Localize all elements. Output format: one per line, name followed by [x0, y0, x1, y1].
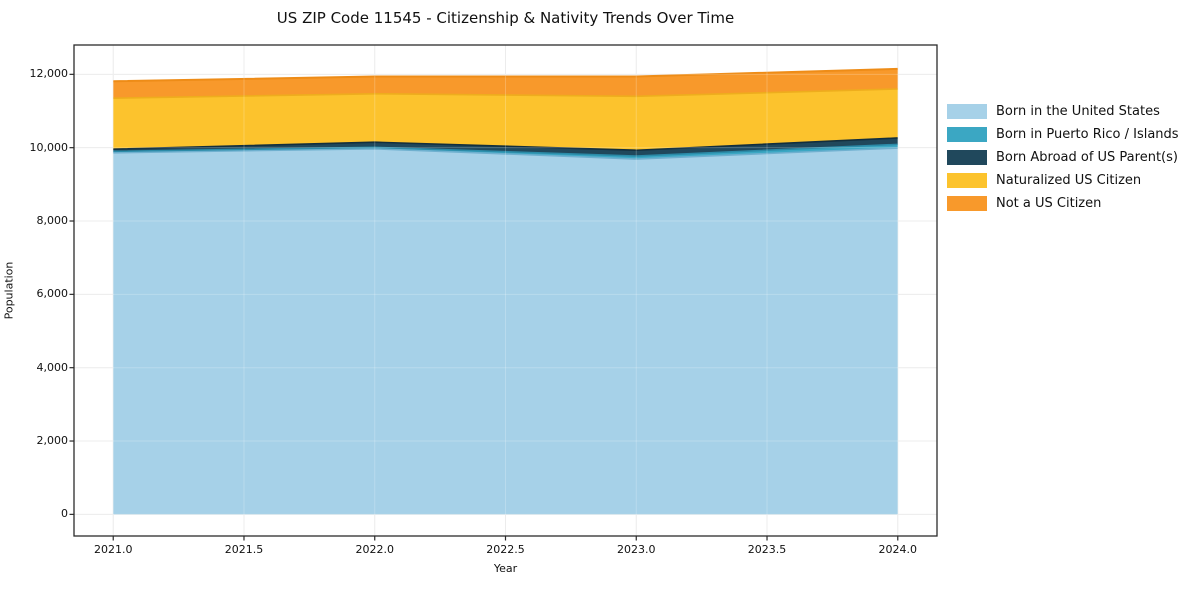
area-edge — [113, 147, 898, 160]
area-born-abroad-of-us-parent-s- — [113, 137, 898, 157]
legend-swatch-icon — [947, 196, 987, 211]
area-naturalized-us-citizen — [113, 89, 898, 151]
y-tick-label: 2,000 — [36, 434, 69, 448]
legend-item: Born in the United States — [947, 104, 1179, 119]
area-not-a-us-citizen — [113, 68, 898, 99]
legend-label: Born in Puerto Rico / Islands — [996, 127, 1179, 142]
y-tick-label: 0 — [61, 507, 68, 521]
legend: Born in the United States Born in Puerto … — [947, 104, 1179, 211]
legend-item: Born in Puerto Rico / Islands — [947, 127, 1179, 142]
x-tick-label: 2021.5 — [224, 543, 264, 556]
legend-swatch-icon — [947, 150, 987, 165]
legend-swatch-icon — [947, 127, 987, 142]
y-tick-label: 12,000 — [29, 67, 69, 81]
x-axis-label: Year — [493, 562, 518, 575]
area-born-in-the-united-states — [113, 148, 898, 515]
legend-label: Born Abroad of US Parent(s) — [996, 150, 1178, 165]
legend-item: Born Abroad of US Parent(s) — [947, 150, 1179, 165]
legend-label: Not a US Citizen — [996, 196, 1102, 211]
legend-swatch-icon — [947, 104, 987, 119]
y-tick-label: 6,000 — [36, 287, 69, 301]
y-tick-label: 8,000 — [36, 214, 69, 227]
legend-label: Born in the United States — [996, 104, 1160, 119]
area-edge — [113, 67, 898, 83]
legend-item: Not a US Citizen — [947, 196, 1179, 211]
chart-title: US ZIP Code 11545 - Citizenship & Nativi… — [276, 9, 735, 27]
legend-item: Naturalized US Citizen — [947, 173, 1179, 188]
legend-swatch-icon — [947, 173, 987, 188]
y-tick-label: 10,000 — [29, 140, 69, 154]
legend-label: Naturalized US Citizen — [996, 173, 1142, 188]
x-tick-label: 2021.0 — [93, 543, 133, 556]
y-tick-label: 4,000 — [36, 360, 69, 374]
x-tick-label: 2022.5 — [486, 543, 525, 556]
x-tick-label: 2023.0 — [617, 543, 656, 556]
x-tick-label: 2022.0 — [355, 543, 394, 556]
area-edge — [113, 88, 898, 99]
x-tick-label: 2024.0 — [878, 543, 918, 556]
area-edge — [113, 143, 898, 157]
area-edge — [113, 137, 898, 152]
x-tick-label: 2023.5 — [747, 543, 787, 556]
